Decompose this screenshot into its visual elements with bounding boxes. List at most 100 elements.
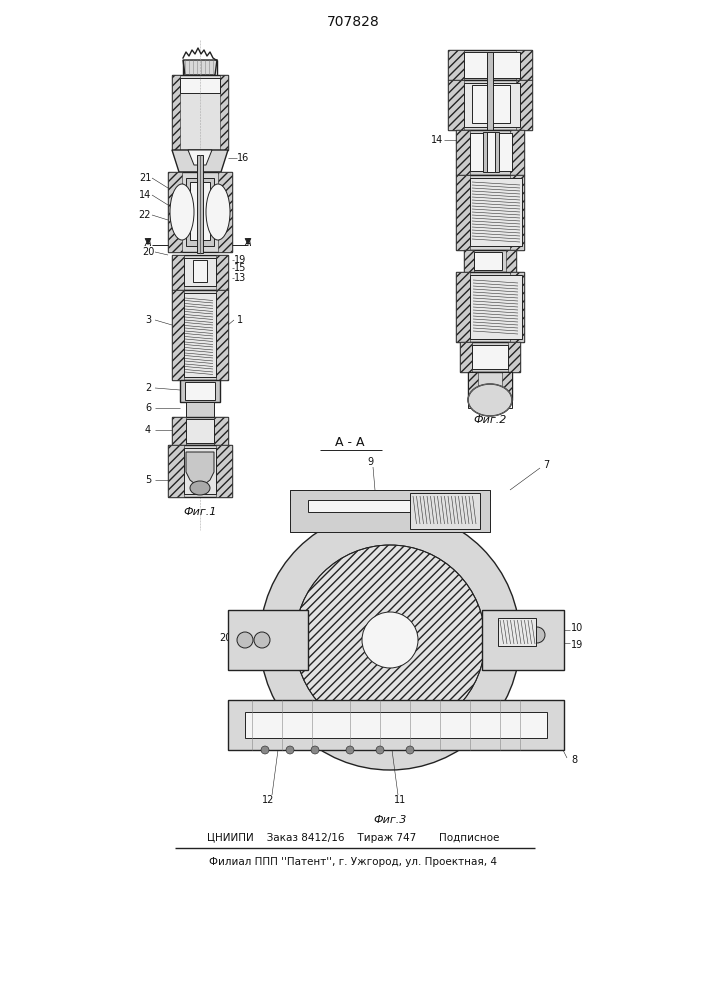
Polygon shape xyxy=(290,522,490,532)
Polygon shape xyxy=(510,130,524,175)
Polygon shape xyxy=(470,178,522,246)
Text: 1: 1 xyxy=(237,315,243,325)
Polygon shape xyxy=(228,610,244,670)
Polygon shape xyxy=(186,419,214,443)
Circle shape xyxy=(237,632,253,648)
Polygon shape xyxy=(184,293,216,377)
Polygon shape xyxy=(186,452,214,488)
Polygon shape xyxy=(168,172,232,252)
Polygon shape xyxy=(180,380,220,402)
Text: A: A xyxy=(145,238,151,248)
Polygon shape xyxy=(460,342,472,372)
Polygon shape xyxy=(502,372,512,400)
Text: 20: 20 xyxy=(218,633,231,643)
Polygon shape xyxy=(193,260,207,282)
Text: 19: 19 xyxy=(234,255,246,265)
Text: А - А: А - А xyxy=(335,436,365,448)
Text: 19: 19 xyxy=(571,640,583,650)
Polygon shape xyxy=(184,258,216,286)
Polygon shape xyxy=(228,738,564,750)
Text: 21: 21 xyxy=(139,173,151,183)
Ellipse shape xyxy=(468,384,512,416)
Circle shape xyxy=(260,510,520,770)
Polygon shape xyxy=(168,445,232,497)
Polygon shape xyxy=(456,175,470,250)
Polygon shape xyxy=(172,290,228,380)
Circle shape xyxy=(512,627,528,643)
Circle shape xyxy=(346,746,354,754)
Circle shape xyxy=(286,746,294,754)
Polygon shape xyxy=(228,700,564,712)
Polygon shape xyxy=(456,175,524,250)
Polygon shape xyxy=(183,60,217,75)
Text: 15: 15 xyxy=(234,263,246,273)
Text: 4: 4 xyxy=(145,425,151,435)
Text: 8: 8 xyxy=(571,755,577,765)
Polygon shape xyxy=(186,178,214,246)
Polygon shape xyxy=(456,272,470,342)
Polygon shape xyxy=(508,342,520,372)
Circle shape xyxy=(406,746,414,754)
Polygon shape xyxy=(216,290,228,380)
Polygon shape xyxy=(448,50,464,80)
Text: A: A xyxy=(245,238,251,248)
Polygon shape xyxy=(172,150,228,172)
Polygon shape xyxy=(172,255,184,290)
Text: Фиг.2: Фиг.2 xyxy=(473,415,507,425)
Circle shape xyxy=(261,746,269,754)
Polygon shape xyxy=(448,50,532,80)
Text: 10: 10 xyxy=(571,623,583,633)
Circle shape xyxy=(311,746,319,754)
Polygon shape xyxy=(456,130,524,175)
Polygon shape xyxy=(168,445,184,497)
Circle shape xyxy=(362,612,418,668)
Text: Фиг.1: Фиг.1 xyxy=(183,507,216,517)
Polygon shape xyxy=(448,80,464,130)
Ellipse shape xyxy=(206,184,230,240)
Polygon shape xyxy=(460,342,520,372)
Polygon shape xyxy=(180,78,220,93)
Text: 11: 11 xyxy=(394,795,406,805)
Polygon shape xyxy=(448,80,532,130)
Polygon shape xyxy=(510,272,524,342)
Polygon shape xyxy=(214,417,228,445)
Polygon shape xyxy=(228,610,308,670)
Text: 6: 6 xyxy=(145,403,151,413)
Text: ЦНИИПИ    Заказ 8412/16    Тираж 747       Подписное: ЦНИИПИ Заказ 8412/16 Тираж 747 Подписное xyxy=(207,833,499,843)
Polygon shape xyxy=(472,85,510,123)
Polygon shape xyxy=(468,372,512,400)
Circle shape xyxy=(254,632,270,648)
Polygon shape xyxy=(498,618,536,646)
Polygon shape xyxy=(228,700,564,750)
Polygon shape xyxy=(470,133,512,171)
Polygon shape xyxy=(516,50,532,80)
Text: 707828: 707828 xyxy=(327,15,380,29)
Text: 14: 14 xyxy=(139,190,151,200)
Polygon shape xyxy=(516,80,532,130)
Polygon shape xyxy=(487,52,493,132)
Polygon shape xyxy=(464,83,520,127)
Polygon shape xyxy=(308,500,472,512)
Circle shape xyxy=(376,746,384,754)
Polygon shape xyxy=(472,345,508,369)
Polygon shape xyxy=(482,610,498,670)
Text: 3: 3 xyxy=(145,315,151,325)
Polygon shape xyxy=(197,155,203,253)
Text: 5: 5 xyxy=(145,475,151,485)
Polygon shape xyxy=(548,610,564,670)
Polygon shape xyxy=(464,250,474,272)
Text: 16: 16 xyxy=(237,153,249,163)
Polygon shape xyxy=(168,172,182,252)
Polygon shape xyxy=(456,272,524,342)
Polygon shape xyxy=(216,255,228,290)
Polygon shape xyxy=(185,382,215,400)
Polygon shape xyxy=(290,490,490,500)
Text: Филиал ППП ''Патент'', г. Ужгород, ул. Проектная, 4: Филиал ППП ''Патент'', г. Ужгород, ул. П… xyxy=(209,857,497,867)
Polygon shape xyxy=(245,712,547,738)
Polygon shape xyxy=(190,182,210,240)
Polygon shape xyxy=(510,175,524,250)
Text: 9: 9 xyxy=(367,457,373,467)
Text: 20: 20 xyxy=(142,247,154,257)
Text: 14: 14 xyxy=(431,135,443,145)
Circle shape xyxy=(295,545,485,735)
